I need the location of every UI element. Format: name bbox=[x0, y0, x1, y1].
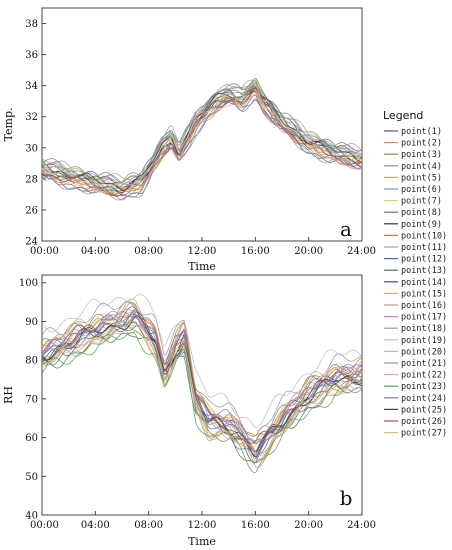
series-line-15 bbox=[42, 79, 362, 187]
x-tick-label: 04:00 bbox=[81, 520, 110, 531]
legend-item-label: point(6) bbox=[401, 185, 442, 195]
series-line-23 bbox=[42, 82, 362, 183]
x-tick-label: 00:00 bbox=[30, 246, 59, 257]
legend-item-label: point(12) bbox=[401, 255, 447, 265]
x-tick-label: 12:00 bbox=[188, 520, 217, 531]
legend-item-label: point(16) bbox=[401, 301, 447, 311]
legend-item-label: point(5) bbox=[401, 173, 442, 183]
chart-b: 40 50 60 70 80 90 100 00:00 04:00 08:00 12:00 16:00… bbox=[2, 274, 376, 548]
x-axis-title: Time bbox=[188, 535, 216, 548]
series-line-27 bbox=[42, 320, 362, 456]
y-tick-label: 32 bbox=[25, 112, 38, 123]
legend-item-label: point(19) bbox=[401, 336, 447, 346]
panel-label: a bbox=[340, 217, 352, 241]
y-tick-label: 28 bbox=[25, 174, 38, 185]
series-lines bbox=[42, 294, 362, 474]
series-line-26 bbox=[42, 306, 362, 444]
legend-item-label: point(20) bbox=[401, 347, 447, 357]
y-tick-label: 100 bbox=[19, 278, 38, 289]
series-line-27 bbox=[42, 82, 362, 190]
series-line-10 bbox=[42, 301, 362, 437]
legend-item-label: point(22) bbox=[401, 371, 447, 381]
legend-item-label: point(10) bbox=[401, 231, 447, 241]
legend-item-label: point(15) bbox=[401, 289, 447, 299]
y-tick-label: 36 bbox=[25, 50, 38, 61]
series-line-26 bbox=[42, 87, 362, 197]
legend: Legend point(1)point(2)point(3)point(4)p… bbox=[383, 109, 447, 439]
series-line-12 bbox=[42, 99, 362, 201]
y-tick-label: 26 bbox=[25, 205, 38, 216]
series-line-4 bbox=[42, 77, 362, 184]
legend-item-label: point(7) bbox=[401, 197, 442, 207]
series-line-24 bbox=[42, 311, 362, 445]
series-line-13 bbox=[42, 332, 362, 464]
x-tick-label: 04:00 bbox=[81, 246, 110, 257]
legend-item-label: point(2) bbox=[401, 139, 442, 149]
series-line-19 bbox=[42, 294, 362, 429]
x-tick-label: 08:00 bbox=[134, 520, 163, 531]
legend-item-label: point(27) bbox=[401, 429, 447, 439]
legend-item-label: point(23) bbox=[401, 382, 447, 392]
y-tick-label: 30 bbox=[25, 143, 38, 154]
legend-item-label: point(25) bbox=[401, 405, 447, 415]
legend-item-label: point(3) bbox=[401, 150, 442, 160]
x-tick-label: 24:00 bbox=[347, 246, 376, 257]
y-tick-label: 90 bbox=[25, 317, 38, 328]
x-axis-title: Time bbox=[188, 260, 216, 273]
legend-item-label: point(8) bbox=[401, 208, 442, 218]
legend-title: Legend bbox=[383, 109, 423, 122]
legend-item-label: point(26) bbox=[401, 417, 447, 427]
legend-item-label: point(18) bbox=[401, 324, 447, 334]
y-tick-label: 60 bbox=[25, 433, 38, 444]
x-tick-label: 20:00 bbox=[294, 520, 323, 531]
chart-a: 24 26 28 30 32 34 36 38 00:00 04:00 08:00 12:00 16:0… bbox=[2, 7, 376, 273]
series-lines bbox=[42, 77, 362, 201]
legend-item-label: point(24) bbox=[401, 394, 447, 404]
y-tick-label: 34 bbox=[25, 81, 38, 92]
legend-item-label: point(17) bbox=[401, 313, 447, 323]
series-line-11 bbox=[42, 79, 362, 181]
legend-item-label: point(1) bbox=[401, 127, 442, 137]
legend-item-label: point(9) bbox=[401, 220, 442, 230]
x-tick-label: 20:00 bbox=[294, 246, 323, 257]
plot-frame bbox=[41, 7, 363, 242]
x-tick-label: 24:00 bbox=[347, 520, 376, 531]
panel-label: b bbox=[340, 486, 353, 510]
series-line-7 bbox=[42, 311, 362, 448]
series-line-11 bbox=[42, 325, 362, 468]
y-axis-title: RH bbox=[2, 386, 15, 404]
y-tick-label: 80 bbox=[25, 356, 38, 367]
x-tick-label: 16:00 bbox=[241, 246, 270, 257]
y-tick-label: 50 bbox=[25, 472, 38, 483]
y-tick-label: 40 bbox=[25, 511, 38, 522]
y-tick-label: 24 bbox=[25, 237, 38, 248]
x-tick-label: 16:00 bbox=[241, 520, 270, 531]
x-tick-label: 12:00 bbox=[188, 246, 217, 257]
series-line-2 bbox=[42, 315, 362, 445]
legend-item-label: point(21) bbox=[401, 359, 447, 369]
y-axis-title: Temp. bbox=[2, 108, 15, 142]
series-line-3 bbox=[42, 314, 362, 455]
series-line-19 bbox=[42, 84, 362, 189]
legend-item-label: point(11) bbox=[401, 243, 447, 253]
x-tick-label: 08:00 bbox=[134, 246, 163, 257]
legend-item-label: point(14) bbox=[401, 278, 447, 288]
legend-item-label: point(13) bbox=[401, 266, 447, 276]
y-tick-label: 70 bbox=[25, 394, 38, 405]
series-line-24 bbox=[42, 94, 362, 198]
series-line-18 bbox=[42, 301, 362, 437]
legend-item-label: point(4) bbox=[401, 162, 442, 172]
x-tick-label: 00:00 bbox=[30, 520, 59, 531]
series-line-25 bbox=[42, 87, 362, 192]
series-line-23 bbox=[42, 331, 362, 474]
y-tick-label: 38 bbox=[25, 19, 38, 30]
series-line-25 bbox=[42, 315, 362, 458]
